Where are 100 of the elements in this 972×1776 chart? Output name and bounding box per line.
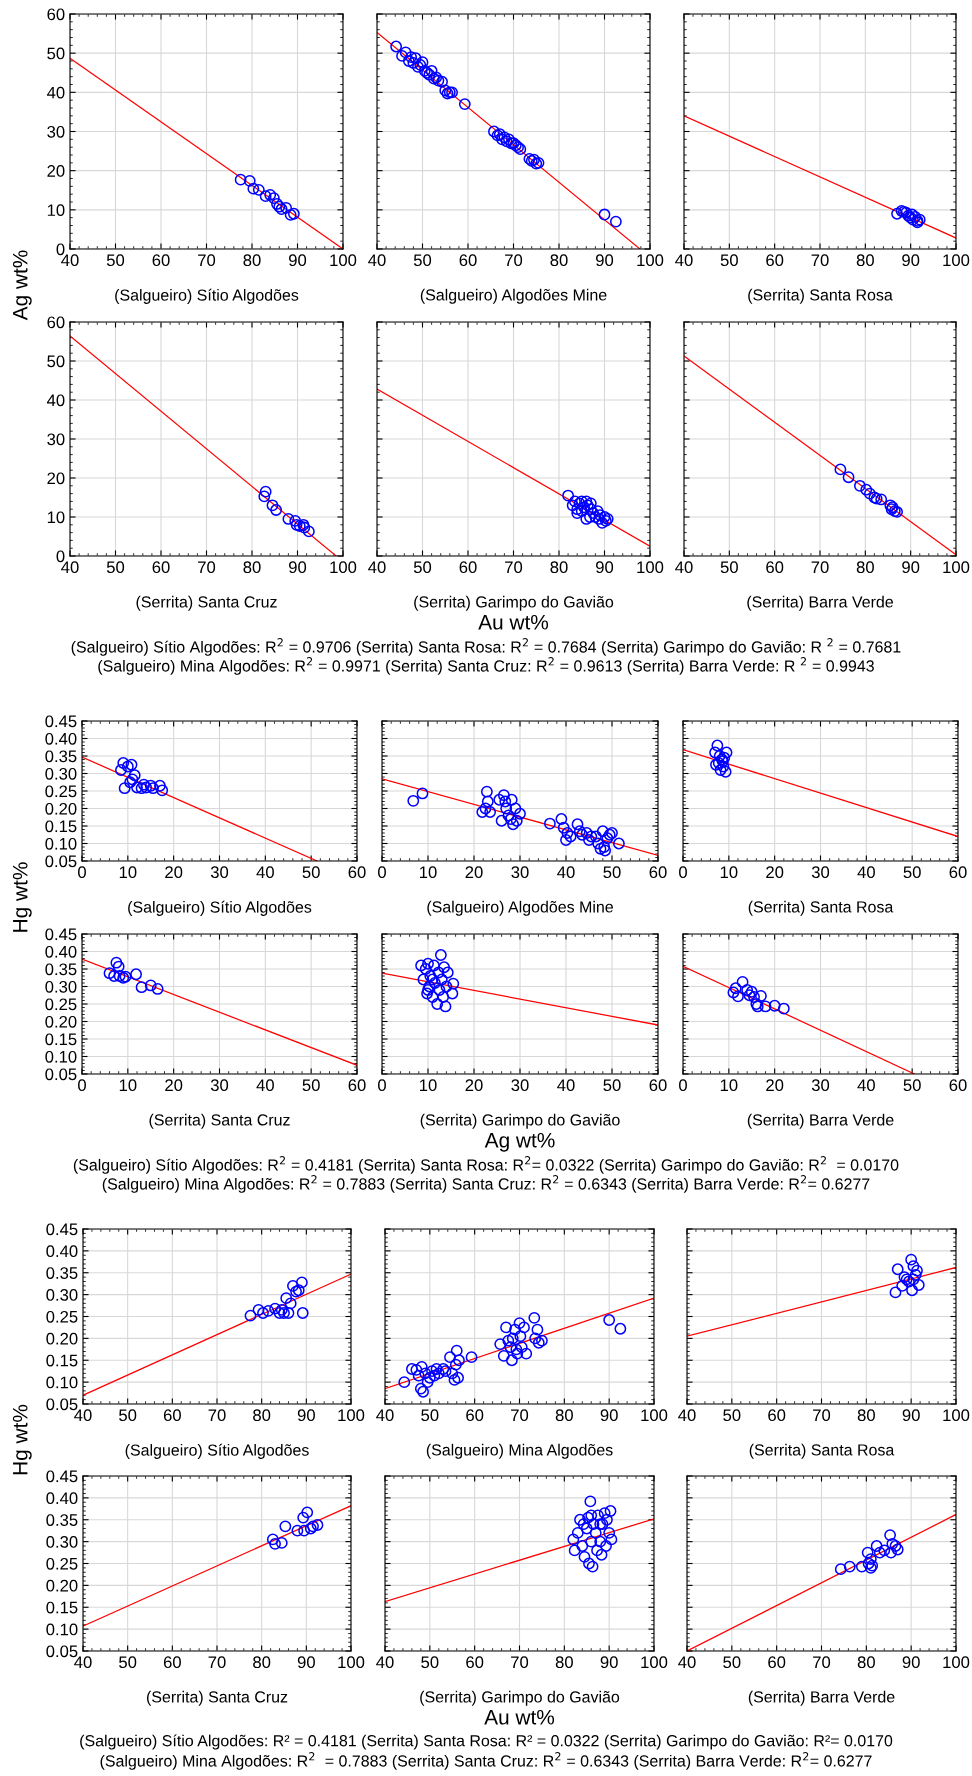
x-tick-label: 70 (813, 1409, 831, 1422)
x-tick-label: 0 (378, 866, 386, 879)
x-tick-label: 40 (376, 1656, 394, 1669)
x-axis-title: (Serrita) Garimpo do Gavião (420, 1690, 620, 1706)
y-tick-label: 0.45 (45, 928, 77, 941)
x-axis-title: (Salgueiro) Mina Algodões (426, 1443, 613, 1459)
x-tick-label: 100 (330, 254, 357, 267)
x-tick-label: 90 (902, 254, 920, 267)
text: (Salgueiro) Sítio Algodões: R$^{2}$ = 0.4181 (Serrita) Santa Rosa: R$^{2}$= 0.0322 (Serrita) Garimpo do Gavião: R$^{2}$ = 0.0170 (73, 1156, 899, 1174)
y-axis-title: Hg wt% (12, 1404, 32, 1475)
x-tick-label: 80 (550, 561, 568, 574)
x-tick-label: 100 (641, 1409, 668, 1422)
x-tick-label: 0 (78, 1079, 86, 1092)
x-tick-label: 40 (74, 1656, 92, 1669)
y-tick-label: 0.25 (46, 1557, 78, 1570)
x-tick-label: 90 (596, 254, 614, 267)
y-tick-label: 0.25 (45, 785, 77, 798)
y-tick-label: 0.30 (45, 980, 77, 993)
x-tick-label: 80 (243, 561, 261, 574)
x-tick-label: 80 (857, 1656, 875, 1669)
x-tick-label: 50 (413, 561, 432, 574)
x-tick-label: 100 (637, 561, 664, 574)
x-tick-label: 30 (210, 866, 229, 879)
y-tick-label: 0.45 (45, 715, 77, 728)
y-tick-label: 0.35 (45, 750, 77, 763)
x-tick-label: 10 (420, 866, 437, 879)
x-axis-title: (Serrita) Santa Cruz (146, 1690, 288, 1706)
x-axis-title: (Serrita) Santa Cruz (149, 1113, 290, 1129)
x-tick-label: 60 (348, 866, 366, 879)
y-tick-label: 0.35 (46, 1514, 78, 1526)
y-tick-label: 0.20 (45, 802, 77, 815)
x-tick-label: 40 (557, 866, 575, 879)
x-tick-label: 20 (465, 866, 483, 879)
x-tick-label: 50 (903, 866, 921, 879)
y-tick-label: 0.05 (45, 855, 77, 868)
x-tick-label: 90 (297, 1656, 315, 1669)
y-tick-label: 0.05 (46, 1398, 78, 1411)
x-tick-label: 90 (289, 561, 307, 574)
x-tick-label: 90 (297, 1409, 315, 1422)
x-tick-label: 20 (465, 1079, 483, 1092)
x-tick-label: 70 (511, 1656, 529, 1669)
x-tick-label: 40 (857, 1079, 875, 1092)
x-tick-label: 60 (949, 866, 967, 879)
y-axis-title: Ag wt% (12, 250, 32, 321)
y-tick-label: 0.40 (45, 732, 77, 745)
y-tick-label: 40 (46, 394, 65, 407)
x-tick-label: 50 (119, 1656, 137, 1669)
y-tick-label: 50 (47, 47, 65, 60)
x-tick-label: 0 (378, 1079, 386, 1092)
x-tick-label: 50 (603, 866, 621, 879)
x-tick-label: 0 (679, 866, 687, 879)
y-tick-label: 60 (47, 316, 65, 329)
x-tick-label: 70 (505, 254, 523, 267)
x-axis-title: (Serrita) Santa Rosa (749, 1443, 895, 1459)
y-tick-label: 10 (47, 204, 65, 217)
y-tick-label: 0.30 (45, 767, 77, 780)
y-tick-label: 30 (47, 433, 65, 446)
x-axis-title: (Serrita) Santa Cruz (136, 595, 277, 611)
x-axis-title: (Salgueiro) Sítio Algodões (125, 1443, 309, 1459)
x-tick-label: 70 (811, 561, 829, 574)
x-tick-label: 40 (857, 866, 875, 879)
x-tick-label: 100 (330, 561, 357, 574)
x-tick-label: 40 (675, 561, 693, 574)
x-tick-label: 100 (338, 1409, 365, 1422)
x-tick-label: 60 (466, 1656, 484, 1669)
x-tick-label: 70 (208, 1656, 226, 1669)
x-tick-label: 10 (119, 866, 137, 879)
x-tick-label: 60 (163, 1409, 181, 1422)
x-axis-title: (Serrita) Garimpo do Gavião (414, 595, 614, 611)
text: Ag wt% (484, 1132, 555, 1152)
x-tick-label: 50 (421, 1409, 439, 1422)
x-tick-label: 60 (459, 254, 477, 267)
x-tick-label: 60 (459, 561, 477, 574)
y-tick-label: 0.25 (45, 998, 77, 1011)
x-axis-title: (Salgueiro) Sítio Algodões (115, 288, 299, 304)
x-tick-label: 20 (766, 1079, 784, 1092)
x-tick-label: 100 (943, 1409, 970, 1422)
x-tick-label: 40 (74, 1409, 92, 1422)
x-tick-label: 90 (902, 1656, 920, 1669)
y-tick-label: 40 (46, 86, 65, 99)
x-tick-label: 30 (811, 866, 830, 879)
x-tick-label: 40 (256, 1079, 274, 1092)
x-tick-label: 80 (253, 1409, 271, 1422)
x-tick-label: 90 (902, 561, 920, 574)
x-tick-label: 80 (253, 1656, 271, 1669)
x-tick-label: 50 (302, 1079, 320, 1092)
x-tick-label: 60 (348, 1079, 366, 1092)
x-tick-label: 50 (106, 254, 125, 267)
x-tick-label: 40 (368, 254, 386, 267)
x-axis-title: (Salgueiro) Algodões Mine (427, 900, 613, 916)
x-tick-label: 60 (649, 1079, 667, 1092)
y-tick-label: 0.15 (46, 1354, 78, 1367)
x-tick-label: 80 (555, 1409, 573, 1422)
x-tick-label: 20 (165, 866, 183, 879)
x-tick-label: 60 (649, 866, 667, 879)
x-tick-label: 10 (420, 1079, 437, 1092)
x-tick-label: 30 (811, 1079, 830, 1092)
x-tick-label: 50 (903, 1079, 921, 1092)
x-tick-label: 60 (466, 1409, 484, 1422)
y-tick-label: 0.40 (45, 945, 77, 958)
